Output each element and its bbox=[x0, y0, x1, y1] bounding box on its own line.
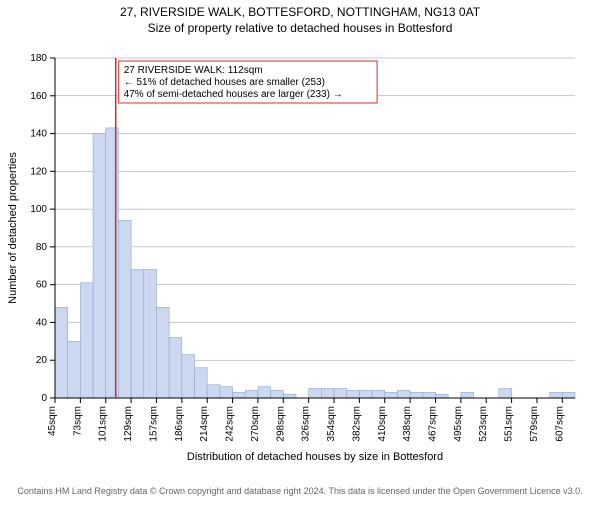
bar bbox=[220, 387, 233, 398]
bar bbox=[245, 390, 258, 398]
bar bbox=[195, 368, 208, 398]
histogram-chart: 27, RIVERSIDE WALK, BOTTESFORD, NOTTINGH… bbox=[0, 0, 600, 500]
bar bbox=[347, 390, 360, 398]
bar bbox=[233, 392, 246, 398]
bar bbox=[271, 390, 284, 398]
bar bbox=[309, 389, 322, 398]
svg-text:410sqm: 410sqm bbox=[377, 406, 388, 442]
svg-text:495sqm: 495sqm bbox=[453, 406, 464, 442]
bar bbox=[283, 394, 296, 398]
annotation-line: 27 RIVERSIDE WALK: 112sqm bbox=[124, 65, 263, 76]
bar bbox=[118, 220, 131, 398]
bar bbox=[80, 283, 93, 398]
bar bbox=[156, 307, 169, 398]
svg-text:45sqm: 45sqm bbox=[47, 406, 58, 436]
annotation-line: ← 51% of detached houses are smaller (25… bbox=[124, 77, 325, 88]
bar bbox=[499, 389, 512, 398]
bar bbox=[207, 385, 220, 398]
svg-text:579sqm: 579sqm bbox=[529, 406, 540, 442]
bar bbox=[334, 389, 347, 398]
bar bbox=[461, 392, 474, 398]
svg-text:354sqm: 354sqm bbox=[326, 406, 337, 442]
y-axis-label: Number of detached properties bbox=[7, 152, 19, 304]
svg-text:180: 180 bbox=[30, 53, 47, 64]
svg-text:551sqm: 551sqm bbox=[504, 406, 515, 442]
svg-text:607sqm: 607sqm bbox=[554, 406, 565, 442]
annotation-line: 47% of semi-detached houses are larger (… bbox=[124, 89, 343, 100]
svg-text:382sqm: 382sqm bbox=[351, 406, 362, 442]
bar bbox=[144, 270, 157, 398]
svg-text:40: 40 bbox=[36, 317, 48, 328]
svg-text:60: 60 bbox=[36, 280, 48, 291]
bar bbox=[258, 387, 271, 398]
svg-text:157sqm: 157sqm bbox=[148, 406, 159, 442]
svg-text:129sqm: 129sqm bbox=[123, 406, 134, 442]
svg-text:73sqm: 73sqm bbox=[72, 406, 83, 436]
svg-text:120: 120 bbox=[30, 166, 47, 177]
bar bbox=[562, 392, 575, 398]
svg-text:467sqm: 467sqm bbox=[427, 406, 438, 442]
svg-text:101sqm: 101sqm bbox=[98, 406, 109, 442]
chart-subtitle: Size of property relative to detached ho… bbox=[148, 21, 453, 35]
bar bbox=[182, 355, 195, 398]
bar bbox=[423, 392, 436, 398]
svg-text:160: 160 bbox=[30, 91, 47, 102]
svg-text:140: 140 bbox=[30, 129, 47, 140]
bar bbox=[68, 341, 81, 398]
bar bbox=[106, 128, 119, 398]
svg-text:0: 0 bbox=[41, 393, 47, 404]
svg-text:523sqm: 523sqm bbox=[478, 406, 489, 442]
bar bbox=[372, 390, 385, 398]
bar bbox=[410, 392, 423, 398]
svg-text:20: 20 bbox=[36, 355, 48, 366]
svg-text:186sqm: 186sqm bbox=[174, 406, 185, 442]
bar bbox=[385, 392, 398, 398]
svg-text:214sqm: 214sqm bbox=[199, 406, 210, 442]
x-axis-label: Distribution of detached houses by size … bbox=[187, 451, 443, 463]
svg-text:270sqm: 270sqm bbox=[250, 406, 261, 442]
bar bbox=[550, 392, 563, 398]
footer-attribution: Contains HM Land Registry data © Crown c… bbox=[0, 486, 600, 496]
bar bbox=[93, 134, 106, 398]
svg-text:438sqm: 438sqm bbox=[402, 406, 413, 442]
bar bbox=[131, 270, 144, 398]
svg-text:80: 80 bbox=[36, 242, 48, 253]
svg-text:326sqm: 326sqm bbox=[301, 406, 312, 442]
chart-title: 27, RIVERSIDE WALK, BOTTESFORD, NOTTINGH… bbox=[120, 5, 481, 19]
bar bbox=[435, 394, 448, 398]
bar bbox=[359, 390, 372, 398]
svg-text:298sqm: 298sqm bbox=[275, 406, 286, 442]
bar bbox=[321, 389, 334, 398]
bar bbox=[169, 338, 182, 398]
bar bbox=[397, 390, 410, 398]
svg-text:242sqm: 242sqm bbox=[225, 406, 236, 442]
bar bbox=[55, 307, 68, 398]
svg-text:100: 100 bbox=[30, 204, 47, 215]
